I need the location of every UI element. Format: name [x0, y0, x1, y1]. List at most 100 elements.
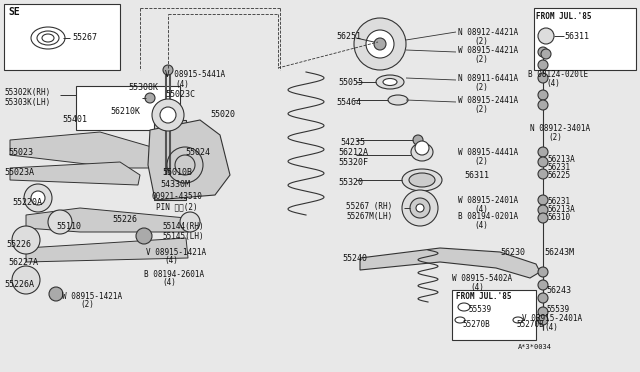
Text: 55539: 55539	[468, 305, 491, 314]
Text: (4): (4)	[474, 205, 488, 214]
Polygon shape	[26, 208, 188, 232]
Circle shape	[538, 195, 548, 205]
Text: 55220A: 55220A	[12, 198, 42, 207]
Circle shape	[180, 212, 200, 232]
Text: N 08911-6441A: N 08911-6441A	[458, 74, 518, 83]
Circle shape	[410, 198, 430, 218]
Circle shape	[374, 38, 386, 50]
Text: 56210K: 56210K	[110, 107, 140, 116]
Text: 55023: 55023	[8, 148, 33, 157]
Text: FROM JUL.'85: FROM JUL.'85	[536, 12, 591, 21]
Text: W 08915-2441A: W 08915-2441A	[458, 96, 518, 105]
Circle shape	[152, 99, 184, 131]
Circle shape	[541, 49, 551, 59]
Text: 55145(LH): 55145(LH)	[162, 232, 204, 241]
Text: (2): (2)	[474, 55, 488, 64]
Text: 56231: 56231	[547, 163, 570, 172]
Text: 54235: 54235	[340, 138, 365, 147]
Circle shape	[538, 73, 548, 83]
Circle shape	[538, 315, 548, 325]
Text: W 08915-1421A: W 08915-1421A	[62, 292, 122, 301]
Text: B 08194-2601A: B 08194-2601A	[144, 270, 204, 279]
Text: (4): (4)	[544, 323, 558, 332]
Circle shape	[538, 28, 554, 44]
Text: 55303K(LH): 55303K(LH)	[4, 98, 51, 107]
Text: 56213A: 56213A	[547, 155, 575, 164]
Circle shape	[49, 287, 63, 301]
Text: 55010B: 55010B	[162, 168, 192, 177]
Text: 55267M(LH): 55267M(LH)	[346, 212, 392, 221]
Text: W 08915-2401A: W 08915-2401A	[458, 196, 518, 205]
Polygon shape	[26, 238, 188, 262]
Circle shape	[538, 47, 548, 57]
Circle shape	[48, 210, 72, 234]
Bar	[4, 4, 120, 70]
Circle shape	[413, 135, 423, 145]
Ellipse shape	[409, 173, 435, 187]
Bar	[154, 120, 186, 200]
Text: 55401: 55401	[62, 115, 87, 124]
Circle shape	[160, 107, 176, 123]
Text: (2): (2)	[474, 157, 488, 166]
Text: 55464: 55464	[336, 98, 361, 107]
Text: 55110: 55110	[56, 222, 81, 231]
Text: 56310: 56310	[547, 213, 570, 222]
Polygon shape	[148, 120, 230, 200]
Text: 55144(RH): 55144(RH)	[162, 222, 204, 231]
Text: 55539: 55539	[546, 305, 569, 314]
Text: 00921-43510: 00921-43510	[152, 192, 203, 201]
Text: 56311: 56311	[564, 32, 589, 41]
Text: 55226: 55226	[112, 215, 137, 224]
Text: 56213A: 56213A	[547, 205, 575, 214]
Text: 56251: 56251	[336, 32, 361, 41]
Text: (2): (2)	[474, 105, 488, 114]
Ellipse shape	[376, 75, 404, 89]
Circle shape	[12, 226, 40, 254]
Text: (4): (4)	[474, 221, 488, 230]
Text: (4): (4)	[162, 278, 176, 287]
Circle shape	[136, 228, 152, 244]
Text: 56231: 56231	[547, 197, 570, 206]
Circle shape	[415, 141, 429, 155]
Circle shape	[402, 190, 438, 226]
Ellipse shape	[411, 143, 433, 161]
Text: 55055: 55055	[338, 78, 363, 87]
Text: 55320: 55320	[338, 178, 363, 187]
Text: 56311: 56311	[464, 171, 489, 180]
Text: 55308K: 55308K	[128, 83, 158, 92]
Text: W 08915-4441A: W 08915-4441A	[458, 148, 518, 157]
Text: 55023C: 55023C	[165, 90, 195, 99]
Circle shape	[538, 280, 548, 290]
Bar	[534, 8, 636, 70]
Bar	[76, 86, 180, 130]
Text: 55024: 55024	[185, 148, 210, 157]
Polygon shape	[10, 162, 140, 185]
Circle shape	[538, 169, 548, 179]
Circle shape	[175, 155, 195, 175]
Polygon shape	[360, 248, 540, 278]
Text: PIN ピン(2): PIN ピン(2)	[156, 202, 198, 211]
Text: SE: SE	[8, 7, 20, 17]
Circle shape	[538, 100, 548, 110]
Text: (4): (4)	[175, 80, 189, 89]
Text: (2): (2)	[474, 83, 488, 92]
Bar	[452, 290, 536, 340]
Text: 56243: 56243	[546, 286, 571, 295]
Text: 56225: 56225	[547, 171, 570, 180]
Polygon shape	[10, 132, 155, 168]
Text: 56212A: 56212A	[338, 148, 368, 157]
Circle shape	[31, 191, 45, 205]
Text: (2): (2)	[80, 300, 94, 309]
Circle shape	[163, 65, 173, 75]
Text: 55267 (RH): 55267 (RH)	[346, 202, 392, 211]
Text: 56230: 56230	[500, 248, 525, 257]
Text: (4): (4)	[546, 79, 560, 88]
Text: W 08915-5402A: W 08915-5402A	[452, 274, 512, 283]
Circle shape	[416, 204, 424, 212]
Circle shape	[366, 30, 394, 58]
Ellipse shape	[383, 78, 397, 86]
Text: (2): (2)	[548, 133, 562, 142]
Text: 55270B: 55270B	[462, 320, 490, 329]
Ellipse shape	[402, 169, 442, 191]
Text: 55226: 55226	[6, 240, 31, 249]
